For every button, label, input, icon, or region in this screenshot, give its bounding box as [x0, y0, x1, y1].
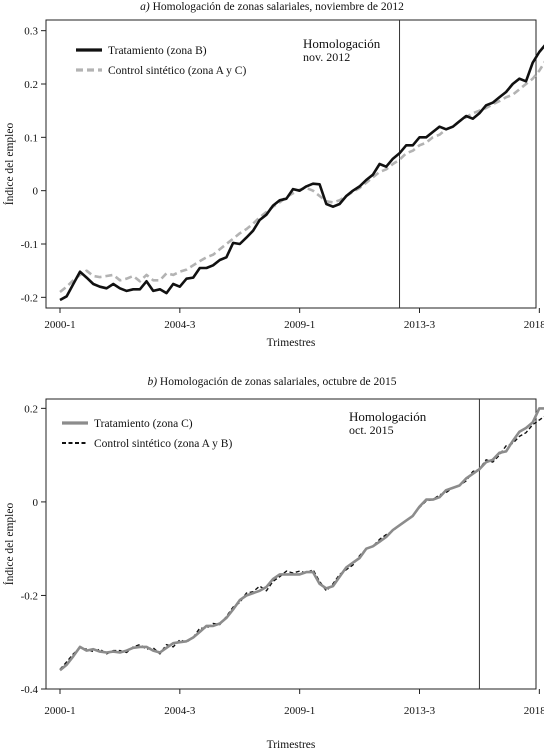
- y-tick-label: 0.2: [24, 403, 38, 415]
- event-label-line2: nov. 2012: [303, 50, 350, 64]
- x-axis-label: Trimestres: [267, 739, 316, 750]
- y-tick-label: -0.1: [21, 239, 38, 251]
- y-tick-label: 0.2: [24, 79, 38, 91]
- plot-frame: [45, 398, 537, 690]
- x-tick-label: 2000-1: [44, 705, 75, 717]
- line-chart-b: -0.4 -0.2 0 0.2 2000-1 2004-3 2009-1 2013-3 2018…: [2, 398, 544, 750]
- x-tick-label: 2000-1: [44, 319, 75, 331]
- panel-letter: b): [147, 376, 158, 388]
- series-line: [59, 415, 544, 670]
- event-label-line2: oct. 2015: [349, 423, 394, 437]
- chart-panel-b: b) Homologación de zonas salariales, oct…: [0, 375, 544, 750]
- y-tick-label: -0.2: [21, 590, 38, 602]
- y-tick-label: 0.1: [24, 132, 38, 144]
- chart-title: a) Homologación de zonas salariales, nov…: [0, 0, 544, 14]
- plot-frame: [45, 19, 537, 309]
- series-line: [59, 60, 544, 294]
- x-tick-label: 2018-1: [524, 319, 544, 331]
- x-tick-label: 2009-1: [284, 319, 315, 331]
- series-line: [59, 407, 544, 672]
- y-tick-label: 0: [33, 497, 39, 509]
- y-axis-label: Índice del empleo: [2, 123, 16, 206]
- y-axis-label: Índice del empleo: [2, 503, 16, 586]
- line-chart-a: -0.2 -0.1 0 0.1 0.2 0.3 2000-1 2004-3 2009-1 2013…: [2, 19, 544, 349]
- event-label-line1: Homologación: [349, 409, 427, 424]
- x-tick-label: 2004-3: [164, 319, 196, 331]
- series-line: [59, 44, 544, 302]
- x-tick-label: 2013-3: [404, 319, 436, 331]
- chart-title: b) Homologación de zonas salariales, oct…: [0, 375, 544, 389]
- legend-label: Control sintético (zona A y C): [108, 65, 246, 77]
- x-tick-label: 2013-3: [404, 705, 436, 717]
- panel-letter: a): [140, 1, 150, 13]
- x-axis-label: Trimestres: [267, 337, 316, 349]
- chart-panel-a: a) Homologación de zonas salariales, nov…: [0, 0, 544, 349]
- x-tick-label: 2009-1: [284, 705, 315, 717]
- y-tick-label: 0: [33, 186, 39, 198]
- legend-label: Control sintético (zona A y B): [94, 438, 232, 450]
- y-tick-label: 0.3: [24, 26, 38, 38]
- x-tick-label: 2018-1: [524, 705, 544, 717]
- event-label-line1: Homologación: [303, 36, 381, 51]
- panel-title-text: Homologación de zonas salariales, noviem…: [152, 1, 404, 13]
- legend-label: Tratamiento (zona C): [94, 418, 193, 430]
- x-tick-label: 2004-3: [164, 705, 196, 717]
- y-tick-label: -0.2: [21, 292, 38, 304]
- y-tick-label: -0.4: [21, 684, 39, 696]
- legend-label: Tratamiento (zona B): [108, 45, 207, 57]
- panel-title-text: Homologación de zonas salariales, octubr…: [159, 376, 397, 388]
